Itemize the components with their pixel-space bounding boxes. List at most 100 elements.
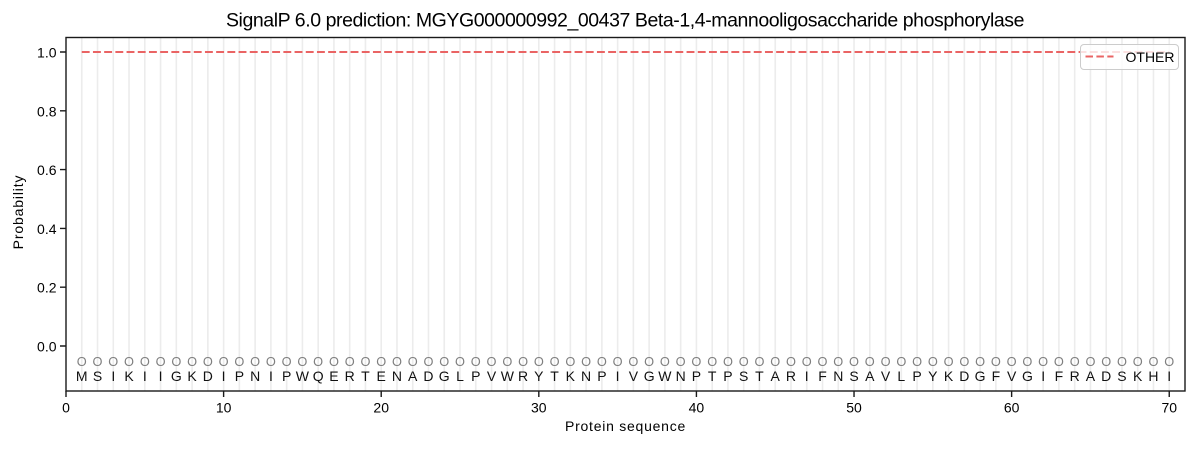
svg-text:70: 70 xyxy=(1161,400,1177,416)
svg-text:O: O xyxy=(487,354,497,369)
svg-text:O: O xyxy=(439,354,449,369)
svg-text:D: D xyxy=(959,368,969,384)
svg-text:T: T xyxy=(708,368,717,384)
svg-text:O: O xyxy=(392,354,402,369)
svg-text:I: I xyxy=(1041,368,1045,384)
svg-text:O: O xyxy=(187,354,197,369)
svg-text:O: O xyxy=(550,354,560,369)
svg-text:O: O xyxy=(691,354,701,369)
svg-text:A: A xyxy=(771,368,781,384)
svg-text:A: A xyxy=(1086,368,1096,384)
svg-text:50: 50 xyxy=(846,400,862,416)
svg-text:Q: Q xyxy=(313,368,324,384)
svg-text:O: O xyxy=(849,354,859,369)
svg-text:O: O xyxy=(644,354,654,369)
svg-text:H: H xyxy=(1148,368,1158,384)
svg-text:L: L xyxy=(897,368,905,384)
svg-text:O: O xyxy=(376,354,386,369)
svg-text:K: K xyxy=(187,368,197,384)
svg-text:V: V xyxy=(1007,368,1017,384)
svg-text:I: I xyxy=(143,368,147,384)
svg-text:O: O xyxy=(944,354,954,369)
svg-text:N: N xyxy=(833,368,843,384)
svg-text:O: O xyxy=(1038,354,1048,369)
svg-text:O: O xyxy=(471,354,481,369)
svg-text:O: O xyxy=(833,354,843,369)
svg-text:O: O xyxy=(219,354,229,369)
svg-text:O: O xyxy=(896,354,906,369)
svg-text:20: 20 xyxy=(373,400,389,416)
svg-text:W: W xyxy=(501,368,515,384)
svg-text:O: O xyxy=(203,354,213,369)
svg-text:A: A xyxy=(408,368,418,384)
svg-text:P: P xyxy=(723,368,732,384)
svg-text:T: T xyxy=(550,368,559,384)
svg-text:O: O xyxy=(739,354,749,369)
svg-text:Y: Y xyxy=(534,368,544,384)
svg-text:10: 10 xyxy=(216,400,232,416)
svg-text:30: 30 xyxy=(531,400,547,416)
svg-text:O: O xyxy=(502,354,512,369)
svg-text:O: O xyxy=(534,354,544,369)
svg-text:M: M xyxy=(76,368,88,384)
svg-text:G: G xyxy=(975,368,986,384)
svg-text:G: G xyxy=(171,368,182,384)
svg-text:T: T xyxy=(755,368,764,384)
svg-text:O: O xyxy=(565,354,575,369)
svg-text:P: P xyxy=(282,368,291,384)
svg-text:N: N xyxy=(581,368,591,384)
svg-text:O: O xyxy=(234,354,244,369)
svg-text:R: R xyxy=(518,368,528,384)
svg-text:S: S xyxy=(1117,368,1126,384)
svg-text:O: O xyxy=(1070,354,1080,369)
svg-text:O: O xyxy=(1133,354,1143,369)
svg-text:N: N xyxy=(676,368,686,384)
svg-text:O: O xyxy=(881,354,891,369)
svg-text:O: O xyxy=(108,354,118,369)
svg-text:O: O xyxy=(865,354,875,369)
svg-text:O: O xyxy=(518,354,528,369)
svg-text:K: K xyxy=(566,368,576,384)
svg-text:O: O xyxy=(408,354,418,369)
svg-text:0.4: 0.4 xyxy=(37,221,57,237)
svg-text:R: R xyxy=(345,368,355,384)
svg-text:O: O xyxy=(1101,354,1111,369)
svg-text:O: O xyxy=(329,354,339,369)
svg-text:O: O xyxy=(1007,354,1017,369)
svg-text:A: A xyxy=(865,368,875,384)
svg-text:S: S xyxy=(739,368,748,384)
svg-text:O: O xyxy=(455,354,465,369)
svg-text:OTHER: OTHER xyxy=(1126,49,1175,65)
svg-text:O: O xyxy=(360,354,370,369)
svg-text:D: D xyxy=(1101,368,1111,384)
svg-text:F: F xyxy=(1055,368,1064,384)
svg-text:O: O xyxy=(1117,354,1127,369)
svg-text:O: O xyxy=(1148,354,1158,369)
svg-text:O: O xyxy=(1164,354,1174,369)
svg-text:O: O xyxy=(313,354,323,369)
svg-text:0: 0 xyxy=(62,400,70,416)
svg-text:N: N xyxy=(250,368,260,384)
svg-text:N: N xyxy=(392,368,402,384)
svg-text:K: K xyxy=(1133,368,1143,384)
svg-text:F: F xyxy=(992,368,1001,384)
svg-text:W: W xyxy=(658,368,672,384)
svg-text:L: L xyxy=(456,368,464,384)
svg-text:O: O xyxy=(171,354,181,369)
svg-text:O: O xyxy=(345,354,355,369)
svg-text:W: W xyxy=(296,368,310,384)
svg-text:F: F xyxy=(818,368,827,384)
svg-text:O: O xyxy=(676,354,686,369)
svg-text:E: E xyxy=(377,368,386,384)
svg-text:O: O xyxy=(597,354,607,369)
svg-text:O: O xyxy=(707,354,717,369)
svg-text:I: I xyxy=(159,368,163,384)
svg-text:R: R xyxy=(786,368,796,384)
svg-text:R: R xyxy=(1070,368,1080,384)
svg-text:O: O xyxy=(802,354,812,369)
svg-text:O: O xyxy=(581,354,591,369)
svg-text:O: O xyxy=(770,354,780,369)
svg-text:O: O xyxy=(912,354,922,369)
svg-text:I: I xyxy=(111,368,115,384)
svg-text:V: V xyxy=(629,368,639,384)
